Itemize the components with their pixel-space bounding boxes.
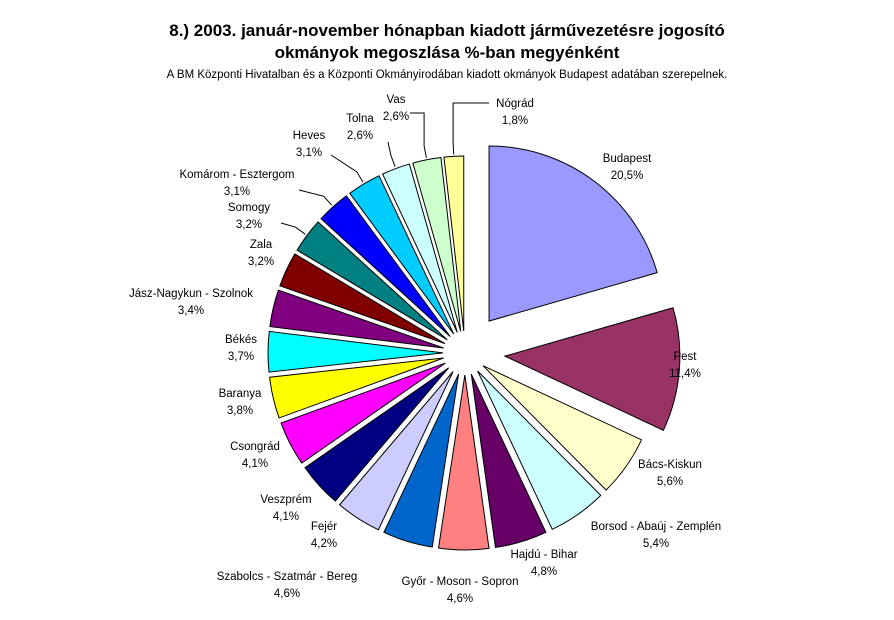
- leader-line: [452, 102, 489, 155]
- pie-slice-fejer: [338, 371, 454, 531]
- pie-slice-baranya: [269, 357, 444, 419]
- slice-name-label: Békés: [225, 334, 257, 346]
- pie-slice-szabolcs-szatmar-bereg: [383, 373, 460, 548]
- slice-value-label: 11,4%: [669, 368, 701, 380]
- slice-name-label: Somogy: [228, 202, 270, 214]
- pie-slice-pest: [503, 307, 681, 431]
- slice-name-label: Budapest: [603, 153, 652, 165]
- slice-name-label: Veszprém: [260, 494, 311, 506]
- slice-value-label: 3,2%: [236, 219, 262, 231]
- slice-value-label: 3,1%: [224, 186, 250, 198]
- chart-title: 8.) 2003. január-november hónapban kiado…: [169, 21, 725, 62]
- slice-name-label: Fejér: [311, 521, 337, 533]
- slice-name-label: Borsod - Abaúj - Zemplén: [591, 521, 721, 533]
- pie-slice-komarom-esztergom: [320, 195, 451, 338]
- slice-name-label: Heves: [293, 130, 326, 142]
- slice-value-label: 4,1%: [242, 458, 268, 470]
- chart-subtitle: A BM Központi Hivatalban és a Központi O…: [166, 69, 728, 81]
- slice-value-label: 4,1%: [273, 511, 299, 523]
- pie-slice-bacs-kiskun: [482, 365, 643, 491]
- slice-value-label: 3,2%: [248, 256, 274, 268]
- slice-value-label: 4,6%: [447, 593, 473, 605]
- slice-value-label: 2,6%: [383, 111, 409, 123]
- pie-slice-jasz-nagykun-szolnok: [269, 289, 444, 349]
- slice-name-label: Hajdú - Bihar: [510, 549, 577, 561]
- slice-value-label: 2,6%: [347, 130, 373, 142]
- pie-slice-veszprem: [304, 367, 450, 502]
- pie-slice-hajdu-bihar: [470, 373, 547, 548]
- pie-slice-somogy: [296, 221, 448, 341]
- leader-line: [410, 112, 427, 158]
- slice-value-label: 3,4%: [178, 305, 204, 317]
- slice-value-label: 5,6%: [657, 476, 683, 488]
- slice-value-label: 20,5%: [611, 170, 644, 182]
- slice-value-label: 5,4%: [643, 538, 669, 550]
- slice-name-label: Baranya: [219, 388, 262, 400]
- slice-name-label: Jász-Nagykun - Szolnok: [129, 288, 253, 300]
- pie-slice-bekes: [267, 330, 444, 373]
- slice-name-label: Győr - Moson - Sopron: [402, 576, 519, 588]
- slice-name-label: Szabolcs - Szatmár - Bereg: [217, 571, 358, 583]
- slice-name-label: Komárom - Esztergom: [179, 169, 294, 181]
- pie-slice-gyor-moson-sopron: [437, 374, 490, 551]
- slice-value-label: 3,7%: [228, 351, 254, 363]
- slice-name-label: Bács-Kiskun: [638, 459, 702, 471]
- leader-line: [280, 222, 306, 235]
- slice-value-label: 4,6%: [274, 588, 300, 600]
- slice-value-label: 1,8%: [502, 115, 528, 127]
- slice-name-label: Vas: [387, 94, 406, 106]
- slice-value-label: 4,2%: [311, 538, 337, 550]
- leader-line: [330, 154, 364, 183]
- pie-slice-nograd: [443, 155, 465, 332]
- slice-value-label: 3,8%: [227, 405, 253, 417]
- pie-slice-heves: [349, 175, 455, 335]
- pie-slice-csongrad: [280, 362, 446, 464]
- slice-name-label: Pest: [673, 351, 697, 363]
- slice-name-label: Tolna: [346, 113, 374, 125]
- pie-slice-tolna: [381, 163, 458, 333]
- slice-name-label: Zala: [250, 239, 273, 251]
- pie-slice-zala: [279, 253, 446, 345]
- slice-value-label: 4,8%: [531, 566, 557, 578]
- slice-name-label: Csongrád: [230, 441, 280, 453]
- slice-value-label: 3,1%: [296, 147, 322, 159]
- leader-line: [298, 189, 333, 206]
- pie-slice-borsod-abauj-zemplen: [477, 370, 602, 530]
- pie-slice-budapest: [488, 145, 658, 322]
- leader-line: [387, 141, 396, 167]
- pie-slice-vas: [412, 156, 462, 332]
- slice-name-label: Nógrád: [496, 98, 534, 110]
